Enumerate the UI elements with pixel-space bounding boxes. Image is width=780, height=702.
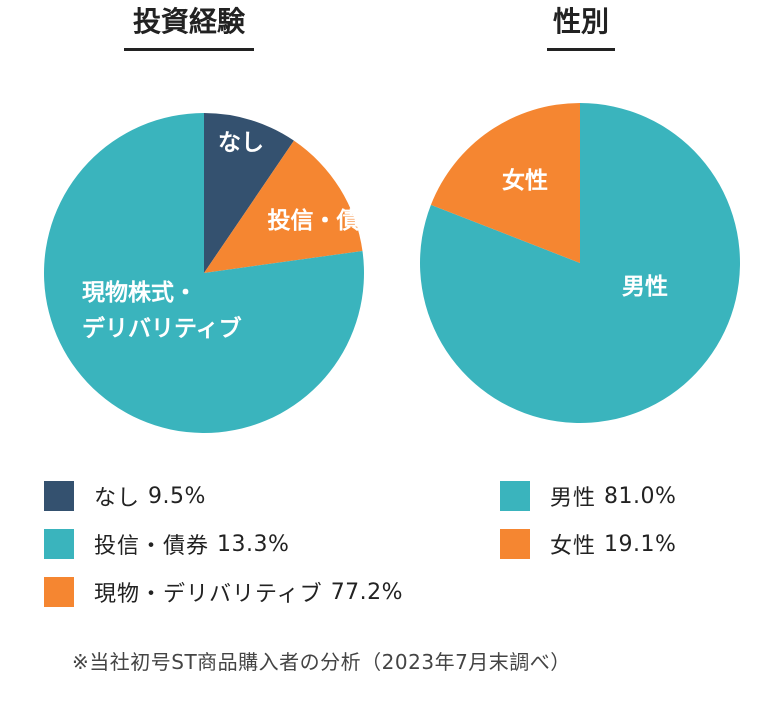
slice-stocks-derivatives-label: デリバリティブ [82,315,242,342]
legend-value: 19.1% [604,531,677,557]
slice-funds-bonds [204,140,363,273]
legend-value: 13.3% [217,531,290,557]
slice-male-label: 男性 [622,274,668,300]
legend-item-female: 女性 19.1% [500,529,676,559]
legend-label: 女性 [550,534,597,559]
slice-none [204,113,294,273]
legend-swatch [500,529,530,559]
legend-label: 現物・デリバリティブ [94,582,323,607]
slice-stocks-derivatives-label: 現物株式・ [82,279,197,306]
legend-label: 男性 [550,486,597,511]
legend-swatch [44,577,74,607]
legend-swatch [500,481,530,511]
legend-item-male: 男性 81.0% [500,481,676,511]
chart-title-investment: 投資経験 [124,4,254,51]
footnote: ※当社初号ST商品購入者の分析（2023年7月末調べ） [72,650,571,674]
slice-female [430,103,580,263]
legend-gender: 男性 81.0% 女性 19.1% [500,481,676,577]
legend-value: 9.5% [148,483,206,509]
legend-item-funds-bonds: 投信・債券 13.3% [44,529,403,559]
legend-value: 77.2% [330,579,404,605]
legend-value: 81.0% [604,483,677,509]
legend-item-stocks-derivatives: 現物・デリバリティブ 77.2% [44,577,403,607]
slice-none-label: なし [218,130,264,156]
legend-label: なし [94,486,141,511]
legend-swatch [44,529,74,559]
chart-title-gender: 性別 [547,4,615,51]
legend-swatch [44,481,74,511]
legend-label: 投信・債券 [94,534,210,559]
slice-funds-bonds-label: 投信・債券 [268,207,384,234]
slice-female-label: 女性 [502,167,548,194]
slice-stocks-derivatives [44,113,364,433]
legend-investment: なし 9.5% 投信・債券 13.3% 現物・デリバリティブ 77.2% [44,481,403,625]
legend-item-none: なし 9.5% [44,481,403,511]
